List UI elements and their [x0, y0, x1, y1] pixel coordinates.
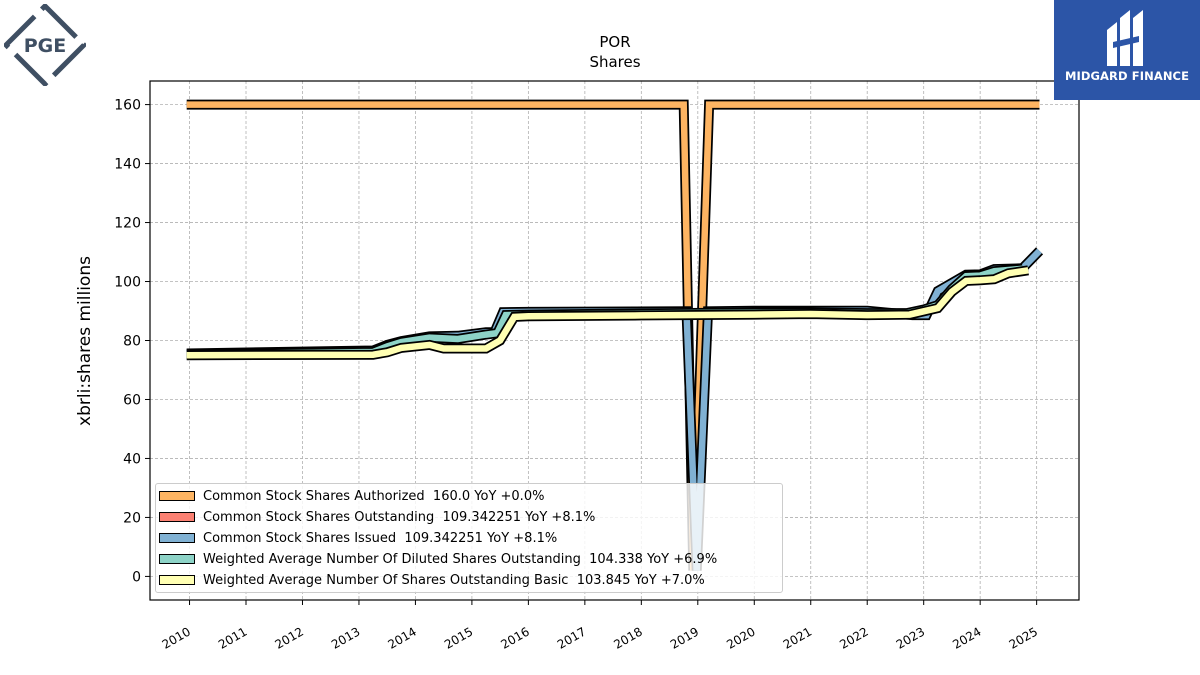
x-tick-label: 2019 [668, 624, 701, 651]
x-tick-label: 2023 [894, 624, 927, 651]
x-tick-label: 2021 [781, 624, 814, 651]
y-tick-label: 120 [114, 216, 141, 232]
legend-label: Common Stock Shares Issued 109.342251 Yo… [203, 530, 558, 546]
chart-title: POR [599, 33, 630, 51]
x-tick-label: 2022 [837, 624, 870, 651]
series-line-weighted-average-number-of-shares-outstanding-basic [186, 267, 1029, 359]
pge-logo: PGE [2, 2, 88, 88]
y-tick-label: 80 [123, 334, 141, 350]
y-tick-label: 60 [123, 392, 141, 408]
legend-item-authorized: Common Stock Shares Authorized 160.0 YoY… [159, 486, 544, 506]
midgard-logo-text: MIDGARD FINANCE [1064, 69, 1190, 83]
x-tick-label: 2014 [385, 624, 418, 651]
legend-swatch [159, 554, 195, 564]
x-tick-label: 2024 [950, 624, 983, 651]
legend-label: Common Stock Shares Outstanding 109.3422… [203, 509, 596, 525]
legend-swatch [159, 491, 195, 501]
midgard-finance-logo: MIDGARD FINANCE [1054, 0, 1200, 100]
legend-label: Weighted Average Number Of Diluted Share… [203, 551, 718, 567]
y-tick-label: 40 [123, 451, 141, 467]
x-tick-label: 2015 [442, 624, 475, 651]
y-axis-label: xbrli:shares millions [75, 256, 95, 426]
x-ticks: 2010 2011 2012 2013 2014 2015 2016 2017 2018 2019… [160, 600, 1040, 652]
x-tick-label: 2017 [555, 624, 588, 651]
legend-item-issued: Common Stock Shares Issued 109.342251 Yo… [159, 528, 557, 548]
legend-swatch [159, 575, 195, 585]
y-tick-label: 20 [123, 510, 141, 526]
x-tick-label: 2010 [160, 624, 193, 651]
x-tick-label: 2016 [498, 624, 531, 651]
x-tick-label: 2011 [216, 624, 249, 651]
x-tick-label: 2013 [329, 624, 362, 651]
legend-label: Weighted Average Number Of Shares Outsta… [203, 572, 705, 588]
x-tick-label: 2012 [273, 624, 306, 651]
chart-legend: Common Stock Shares Authorized 160.0 YoY… [155, 483, 783, 593]
legend-swatch [159, 512, 195, 522]
x-tick-label: 2025 [1007, 624, 1040, 651]
legend-swatch [159, 533, 195, 543]
y-tick-label: 160 [114, 98, 141, 114]
y-ticks: 0 20 40 60 80 100 120 140 160 [114, 98, 150, 585]
legend-item-diluted: Weighted Average Number Of Diluted Share… [159, 549, 717, 569]
legend-item-outstanding: Common Stock Shares Outstanding 109.3422… [159, 507, 595, 527]
y-tick-label: 0 [132, 569, 141, 585]
y-tick-label: 140 [114, 157, 141, 173]
x-tick-label: 2020 [724, 624, 757, 651]
midgard-mark-icon [1107, 10, 1143, 66]
legend-label: Common Stock Shares Authorized 160.0 YoY… [203, 488, 545, 504]
pge-logo-text: PGE [24, 35, 67, 57]
x-tick-label: 2018 [611, 624, 644, 651]
legend-item-basic: Weighted Average Number Of Shares Outsta… [159, 570, 705, 590]
chart-subtitle: Shares [589, 53, 640, 71]
y-tick-label: 100 [114, 275, 141, 291]
